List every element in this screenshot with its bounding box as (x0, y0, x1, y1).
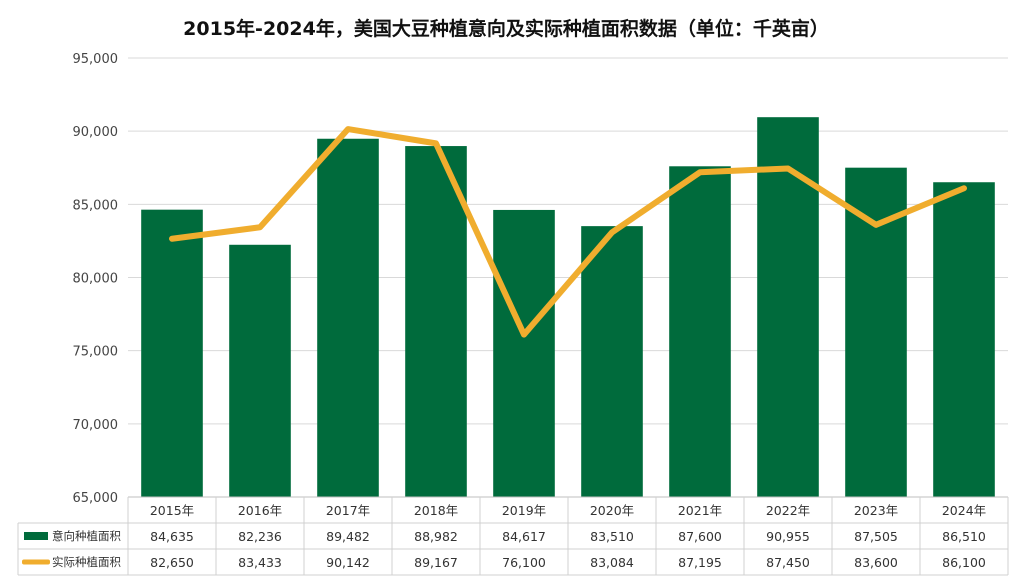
bar-series (141, 117, 995, 498)
x-tick-label: 2023年 (854, 503, 898, 518)
data-label: 89,167 (414, 555, 458, 570)
line-point (259, 226, 261, 228)
data-label: 87,505 (854, 529, 898, 544)
bar (669, 166, 731, 497)
line-point (435, 142, 437, 144)
bar (493, 209, 555, 497)
x-tick-label: 2021年 (678, 503, 722, 518)
y-tick-label: 80,000 (73, 272, 119, 287)
y-tick-label: 85,000 (73, 198, 119, 213)
legend-label: 意向种植面积 (52, 529, 121, 543)
line-series (169, 126, 967, 338)
bar (757, 117, 819, 497)
data-label: 84,617 (502, 529, 546, 544)
data-label: 84,635 (150, 529, 194, 544)
legend-label: 实际种植面积 (52, 555, 121, 569)
x-tick-label: 2016年 (238, 503, 282, 518)
x-tick-label: 2018年 (414, 503, 458, 518)
data-label: 87,600 (678, 529, 722, 544)
x-tick-label: 2017年 (326, 503, 370, 518)
line-point (787, 167, 789, 169)
line-point (523, 334, 525, 336)
line-point (347, 128, 349, 130)
legend-swatch-line (22, 559, 50, 565)
x-tick-label: 2024年 (942, 503, 986, 518)
y-tick-label: 90,000 (73, 125, 119, 140)
data-label: 83,600 (854, 555, 898, 570)
data-label: 89,482 (326, 529, 370, 544)
data-label: 86,510 (942, 529, 986, 544)
data-label: 83,510 (590, 529, 634, 544)
y-tick-label: 75,000 (73, 345, 119, 360)
data-label: 90,142 (326, 555, 370, 570)
series-line (169, 126, 967, 338)
y-axis: 65,000 70,000 75,000 80,000 85,000 90,000 95,0… (73, 52, 119, 506)
data-label: 82,236 (238, 529, 282, 544)
data-label: 82,650 (150, 555, 194, 570)
line-point (611, 231, 613, 233)
data-label: 83,084 (590, 555, 634, 570)
data-label: 87,195 (678, 555, 722, 570)
line-point (171, 238, 173, 240)
bar (229, 244, 291, 497)
y-tick-label: 70,000 (73, 418, 119, 433)
line-point (699, 171, 701, 173)
data-label: 76,100 (502, 555, 546, 570)
x-tick-label: 2015年 (150, 503, 194, 518)
data-table: 2015年 2016年 2017年 2018年 2019年 2020年 2021年 2022年… (17, 496, 1009, 576)
data-label: 83,433 (238, 555, 282, 570)
line-point (963, 187, 965, 189)
x-tick-label: 2019年 (502, 503, 546, 518)
data-label: 86,100 (942, 555, 986, 570)
chart-title: 2015年-2024年，美国大豆种植意向及实际种植面积数据（单位：千英亩） (183, 18, 829, 40)
bar (581, 226, 643, 497)
x-tick-label: 2020年 (590, 503, 634, 518)
legend-swatch-bar (24, 532, 48, 540)
y-tick-label: 95,000 (73, 52, 119, 67)
x-tick-label: 2022年 (766, 503, 810, 518)
bar (405, 146, 467, 497)
data-label: 88,982 (414, 529, 458, 544)
bar (933, 182, 995, 497)
line-point (875, 224, 877, 226)
bar (317, 138, 379, 497)
y-tick-label: 65,000 (73, 491, 119, 506)
data-label: 90,955 (766, 529, 810, 544)
bar (141, 209, 203, 497)
data-label: 87,450 (766, 555, 810, 570)
